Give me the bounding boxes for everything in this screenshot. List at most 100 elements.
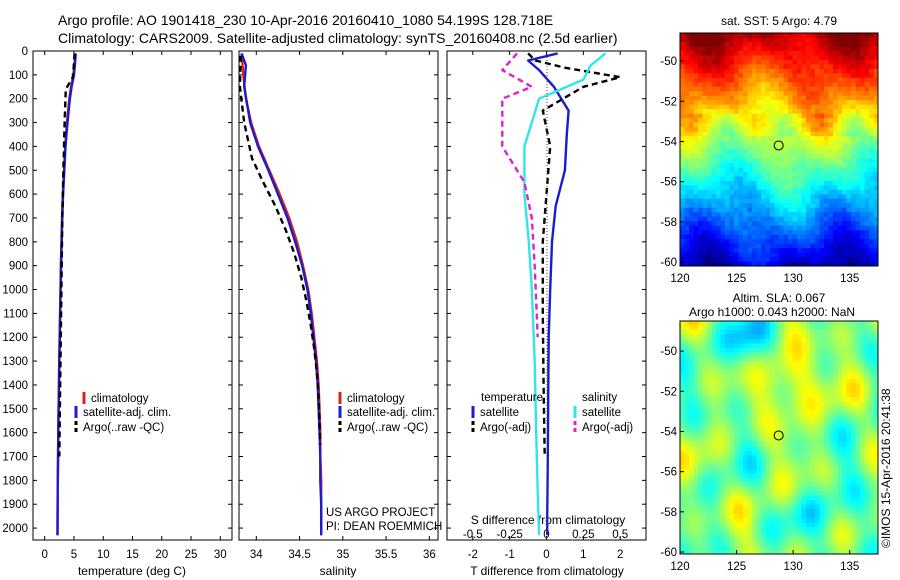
map-cell <box>860 212 866 218</box>
map-cell <box>756 513 762 519</box>
map-cell <box>833 230 839 236</box>
map-cell <box>801 118 807 124</box>
map-cell <box>743 136 749 142</box>
map-cell <box>738 109 744 115</box>
map-cell <box>828 468 834 474</box>
map-cell <box>738 482 744 488</box>
map-cell <box>689 410 695 416</box>
map-cell <box>720 225 726 231</box>
map-cell <box>828 86 834 92</box>
map-cell <box>770 149 776 155</box>
map-cell <box>806 122 812 128</box>
map-cell <box>788 239 794 245</box>
map-cell <box>738 37 744 43</box>
map-cell <box>833 145 839 151</box>
map-cell <box>788 248 794 254</box>
map-cell <box>702 433 708 439</box>
map-cell <box>680 513 686 519</box>
map-cell <box>702 356 708 362</box>
map-cell <box>846 68 852 74</box>
map-cell <box>761 419 767 425</box>
map-cell <box>851 338 857 344</box>
map-cell <box>770 509 776 515</box>
map-cell <box>738 176 744 182</box>
map-cell <box>684 82 690 88</box>
map-cell <box>779 225 785 231</box>
map-cell <box>842 176 848 182</box>
map-cell <box>824 473 830 479</box>
header-title: Argo profile: AO 1901418_230 10-Apr-2016… <box>58 12 553 28</box>
map-cell <box>756 397 762 403</box>
map-cell <box>765 504 771 510</box>
map-cell <box>797 509 803 515</box>
lat-tick-label: -58 <box>660 507 677 519</box>
map-cell <box>752 158 758 164</box>
map-cell <box>824 140 830 146</box>
map-cell <box>869 33 875 39</box>
map-cell <box>779 261 785 266</box>
map-cell <box>716 356 722 362</box>
map-cell <box>738 82 744 88</box>
map-cell <box>756 104 762 110</box>
map-cell <box>729 180 735 186</box>
map-cell <box>869 189 875 195</box>
map-cell <box>873 383 878 389</box>
map-cell <box>797 486 803 492</box>
map-cell <box>779 41 785 48</box>
map-cell <box>797 162 803 169</box>
map-cell <box>756 68 762 74</box>
depth-tick-label: 1700 <box>2 452 28 464</box>
map-cell <box>842 86 848 92</box>
map-cell <box>819 334 825 340</box>
map-cell <box>738 419 744 425</box>
map-cell <box>864 118 870 124</box>
map-cell <box>788 167 794 173</box>
map-cell <box>783 464 789 470</box>
map-cell <box>725 325 731 331</box>
map-cell <box>738 189 744 195</box>
map-cell <box>684 194 690 200</box>
map-cell <box>734 153 740 160</box>
temperature-axis-label: temperature (deg C) <box>78 564 186 578</box>
map-cell <box>756 50 762 56</box>
map-cell <box>851 189 857 195</box>
map-cell <box>783 261 789 266</box>
map-cell <box>810 257 816 263</box>
map-cell <box>864 352 870 358</box>
map-cell <box>828 207 834 213</box>
map-cell <box>774 131 780 137</box>
map-cell <box>819 522 825 528</box>
map-cell <box>725 545 731 551</box>
depth-tick-label: 500 <box>9 165 28 177</box>
map-cell <box>716 153 722 160</box>
map-cell <box>756 540 762 546</box>
map-cell <box>689 401 695 407</box>
map-cell <box>851 131 857 137</box>
map-cell <box>743 343 749 349</box>
map-cell <box>684 198 690 204</box>
map-cell <box>783 437 789 443</box>
map-cell <box>702 540 708 546</box>
map-cell <box>734 252 740 258</box>
map-cell <box>815 334 821 340</box>
map-cell <box>833 527 839 533</box>
map-cell <box>824 33 830 39</box>
map-cell <box>720 131 726 137</box>
map-cell <box>738 221 744 227</box>
map-cell <box>680 459 686 465</box>
map-cell <box>797 131 803 137</box>
map-cell <box>855 37 861 43</box>
map-cell <box>756 334 762 340</box>
map-cell <box>792 100 798 106</box>
map-cell <box>765 545 771 551</box>
map-cell <box>707 401 713 407</box>
map-cell <box>873 509 878 515</box>
map-cell <box>729 356 735 362</box>
map-cell <box>846 118 852 124</box>
map-cell <box>716 127 722 133</box>
map-cell <box>693 33 699 39</box>
map-cell <box>698 383 704 389</box>
map-cell <box>806 549 812 554</box>
map-cell <box>842 41 848 48</box>
map-cell <box>824 176 830 182</box>
